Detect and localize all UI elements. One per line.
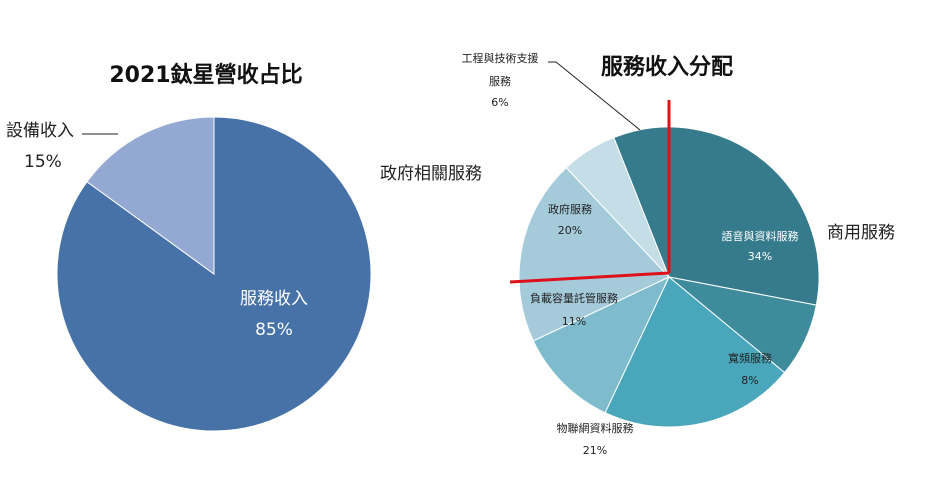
service-value: 85%	[255, 320, 293, 340]
equipment-label: 設備收入	[6, 121, 74, 141]
distribution-chart-title: 服務收入分配	[601, 54, 733, 80]
revenue-slices	[56, 116, 372, 432]
government-group-label: 政府相關服務	[380, 164, 482, 184]
revenue-share-chart: 2021鈦星營收占比 設備收入 15% 服務收入 85%	[6, 62, 372, 432]
revenue-slice-1	[86, 116, 215, 275]
engineering-label-line2: 服務	[489, 74, 511, 88]
hosting-value: 11%	[562, 315, 586, 328]
distribution-slice-4	[518, 166, 670, 342]
iot-label: 物聯網資料服務	[557, 421, 634, 435]
service-label: 服務收入	[240, 289, 308, 309]
engineering-value: 6%	[491, 96, 508, 109]
commercial-group-label: 商用服務	[827, 223, 895, 243]
distribution-slice-2	[604, 276, 786, 428]
hosting-label: 負載容量託管服務	[530, 291, 618, 305]
revenue-chart-title: 2021鈦星營收占比	[109, 62, 302, 88]
distribution-slice-5	[565, 136, 670, 278]
service-distribution-chart: 服務收入分配 政府相關服務 商用服務 語音與資料服務 34% 寬頻服務 8% 物…	[380, 51, 895, 457]
government-label: 政府服務	[548, 202, 592, 216]
government-value: 20%	[558, 224, 582, 237]
equipment-value: 15%	[24, 152, 62, 172]
engineering-leader-line	[548, 61, 641, 131]
broadband-value: 8%	[741, 374, 758, 387]
voice-data-label: 語音與資料服務	[722, 229, 799, 243]
divider-horizontal-line	[509, 271, 670, 284]
engineering-label-line1: 工程與技術支援	[462, 51, 539, 65]
distribution-slices	[518, 126, 820, 428]
distribution-slice-0	[613, 126, 820, 306]
distribution-slice-3	[532, 275, 671, 414]
voice-data-value: 34%	[748, 250, 772, 263]
iot-value: 21%	[583, 444, 607, 457]
broadband-label: 寬頻服務	[728, 351, 772, 365]
